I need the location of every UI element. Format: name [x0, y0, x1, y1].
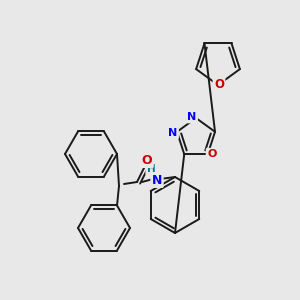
Text: O: O [142, 154, 152, 166]
Text: H: H [147, 164, 155, 174]
Text: N: N [188, 112, 196, 122]
Text: N: N [152, 173, 162, 187]
Text: N: N [168, 128, 178, 138]
Text: O: O [207, 149, 216, 159]
Text: O: O [214, 79, 224, 92]
